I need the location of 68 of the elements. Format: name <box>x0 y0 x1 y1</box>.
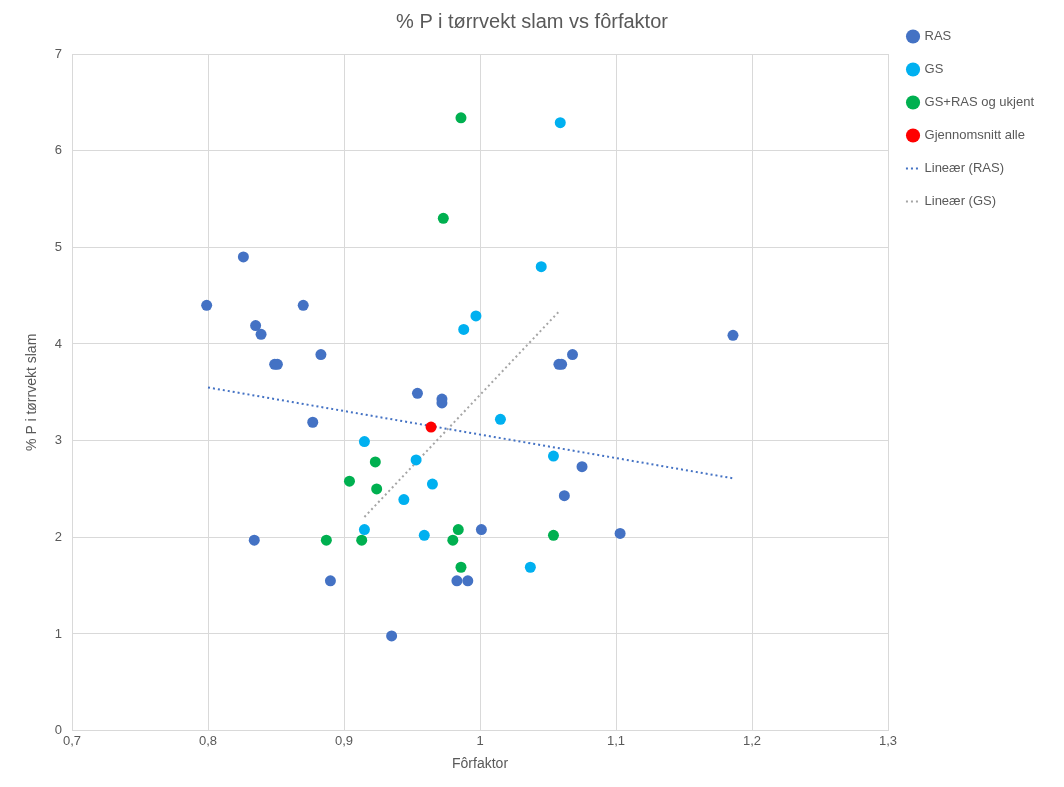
point <box>255 328 267 340</box>
point <box>398 494 410 506</box>
legend-label: Lineær (RAS) <box>924 160 1004 176</box>
point <box>426 478 438 490</box>
point <box>307 416 319 428</box>
y-tick-label: 3 <box>54 432 63 448</box>
point <box>614 527 626 539</box>
y-axis-title: % P i tørrvekt slam <box>23 333 40 451</box>
point <box>455 561 467 573</box>
legend-label: RAS <box>924 28 952 44</box>
point <box>567 349 579 361</box>
point <box>452 524 464 536</box>
y-tick-label: 4 <box>54 335 63 351</box>
point <box>371 483 383 495</box>
point <box>558 490 570 502</box>
point <box>358 436 370 448</box>
point <box>410 454 422 466</box>
point <box>547 450 559 462</box>
point <box>248 534 260 546</box>
point <box>554 117 566 129</box>
legend-label: Gjennomsnitt alle <box>924 127 1025 143</box>
x-tick-label: 1 <box>476 732 484 748</box>
legend-label: GS+RAS og ukjent <box>924 94 1035 110</box>
point <box>524 561 536 573</box>
point <box>386 630 398 642</box>
point <box>358 524 370 536</box>
point <box>447 534 459 546</box>
point <box>418 529 430 541</box>
point <box>324 575 336 587</box>
point <box>451 575 463 587</box>
x-axis-title: Fôrfaktor <box>452 755 509 772</box>
point <box>458 323 470 335</box>
y-tick-label: 2 <box>54 528 63 544</box>
point <box>455 112 467 124</box>
x-tick-label: 0,9 <box>334 732 354 748</box>
point <box>250 320 262 332</box>
y-tick-label: 6 <box>54 142 63 158</box>
point <box>356 534 368 546</box>
point <box>437 212 449 224</box>
x-tick-label: 1,3 <box>878 732 898 748</box>
point <box>425 421 437 433</box>
point <box>576 461 588 473</box>
y-tick-label: 1 <box>54 625 63 641</box>
x-tick-label: 1,1 <box>606 732 626 748</box>
legend-label: GS <box>924 61 944 77</box>
point <box>315 349 327 361</box>
point <box>297 299 309 311</box>
point <box>494 413 506 425</box>
point <box>462 575 474 587</box>
x-tick-label: 0,8 <box>198 732 218 748</box>
point <box>237 251 249 263</box>
chart-title: % P i tørrvekt slam vs fôrfaktor <box>396 9 669 32</box>
y-tick-label: 0 <box>54 722 63 738</box>
x-tick-label: 0,7 <box>62 732 82 748</box>
point <box>320 534 332 546</box>
legend-label: Lineær (GS) <box>924 193 997 209</box>
x-tick-label: 1,2 <box>742 732 762 748</box>
point <box>727 329 739 341</box>
point <box>535 261 547 273</box>
point <box>201 299 213 311</box>
point <box>475 524 487 536</box>
point <box>411 387 423 399</box>
point <box>547 529 559 541</box>
y-tick-label: 7 <box>54 45 63 61</box>
point <box>369 456 381 468</box>
y-tick-label: 5 <box>54 238 63 254</box>
point <box>343 475 355 487</box>
point <box>470 310 482 322</box>
